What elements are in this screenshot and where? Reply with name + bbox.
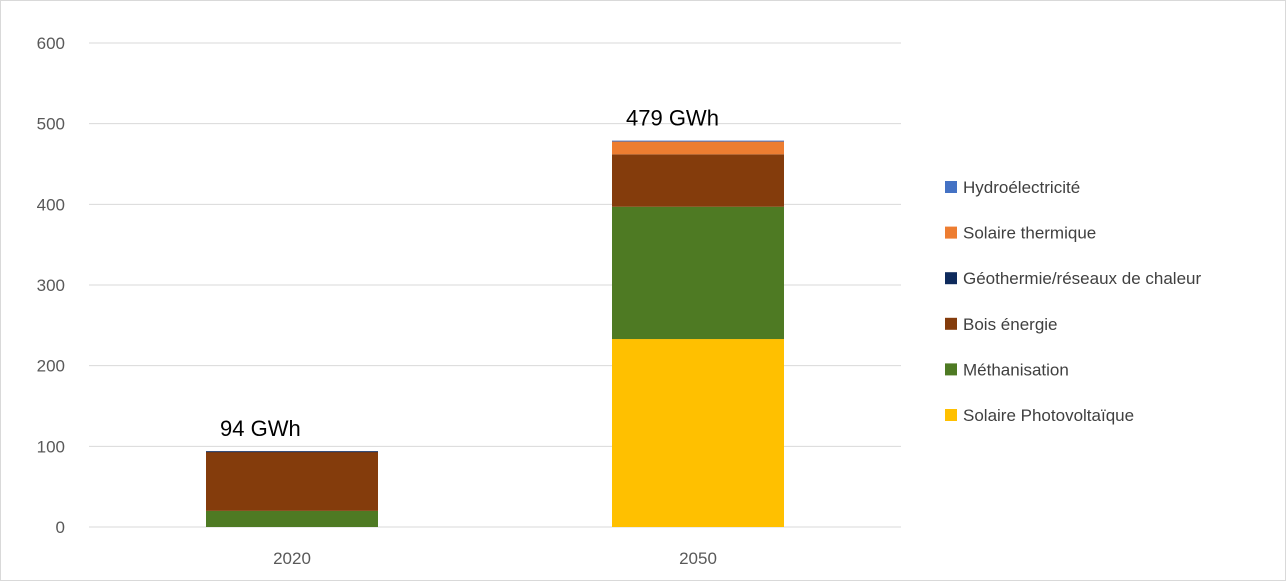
bar-segment	[612, 154, 784, 207]
bar-segment	[206, 451, 378, 453]
x-tick-label: 2050	[679, 549, 717, 568]
x-axis-tick-labels: 2020 2050	[273, 549, 717, 568]
bar-segment	[206, 451, 378, 511]
gridlines	[89, 42, 901, 528]
y-tick-label: 100	[37, 437, 65, 456]
legend-swatch	[945, 226, 957, 239]
y-tick-label: 200	[37, 357, 65, 376]
y-tick-label: 500	[37, 115, 65, 134]
y-tick-label: 400	[37, 195, 65, 214]
legend-swatch	[945, 409, 957, 421]
legend-swatch	[945, 363, 957, 376]
legend-label: Solaire Photovoltaïque	[963, 406, 1134, 425]
bar-segment	[612, 206, 784, 340]
total-label: 94 GWh	[220, 416, 301, 441]
bar-segment	[206, 510, 378, 527]
y-tick-label: 600	[37, 34, 65, 53]
total-label: 479 GWh	[626, 106, 719, 131]
bar-segment	[612, 140, 784, 142]
legend-label: Géothermie/réseaux de chaleur	[963, 269, 1201, 288]
bar-segment	[612, 339, 784, 527]
legend-item: Géothermie/réseaux de chaleur	[945, 269, 1201, 288]
legend-item: Hydroélectricité	[945, 178, 1080, 197]
bars	[206, 140, 784, 527]
legend-swatch	[945, 181, 957, 193]
legend-swatch	[945, 317, 957, 330]
total-labels: 94 GWh 479 GWh	[220, 106, 719, 442]
legend-label: Bois énergie	[963, 315, 1058, 334]
legend-item: Solaire Photovoltaïque	[945, 406, 1134, 425]
y-axis-tick-labels: 0 100 200 300 400 500 600	[37, 34, 65, 537]
y-tick-label: 0	[56, 518, 65, 537]
legend: Hydroélectricité Solaire thermique Géother…	[945, 178, 1201, 425]
legend-item: Méthanisation	[945, 360, 1069, 379]
legend-swatch	[945, 272, 957, 285]
bar-segment	[612, 141, 784, 155]
x-tick-label: 2020	[273, 549, 311, 568]
y-tick-label: 300	[37, 276, 65, 295]
legend-label: Solaire thermique	[963, 224, 1096, 243]
legend-item: Solaire thermique	[945, 224, 1096, 243]
legend-label: Hydroélectricité	[963, 178, 1080, 197]
legend-label: Méthanisation	[963, 360, 1069, 379]
legend-item: Bois énergie	[945, 315, 1058, 334]
